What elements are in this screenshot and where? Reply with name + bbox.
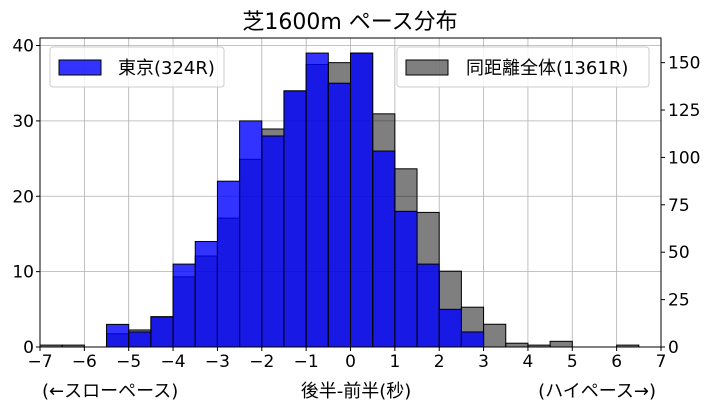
x-tick-label: −3 xyxy=(205,352,230,372)
y-right-tick-label: 125 xyxy=(668,101,700,121)
legend-right-box xyxy=(396,46,650,88)
x-tick-label: 5 xyxy=(567,352,578,372)
y-left-tick-label: 20 xyxy=(12,187,34,207)
x-tick-label: 1 xyxy=(389,352,400,372)
y-left-tick-label: 30 xyxy=(12,112,34,132)
y-right-tick-label: 50 xyxy=(668,243,690,263)
y-right-tick-label: 150 xyxy=(668,54,700,74)
histogram-bar xyxy=(172,263,196,348)
y-right-tick-label: 25 xyxy=(668,291,690,311)
histogram-bar xyxy=(460,331,485,348)
x-tick-label: −5 xyxy=(116,352,141,372)
x-tick-label: 6 xyxy=(611,352,622,372)
histogram-bar xyxy=(305,52,329,348)
x-tick-label: −6 xyxy=(72,352,97,372)
y-left-tick-label: 40 xyxy=(12,37,34,57)
histogram-bar xyxy=(261,135,285,348)
x-tick-labels: −7 −6 −5 −4 −3 −2 −1 0 1 2 3 4 5 6 7 xyxy=(27,347,666,372)
x-tick-label: 7 xyxy=(656,352,667,372)
y-right-tick-label: 75 xyxy=(668,196,690,216)
x-axis-label-right: (ハイペース→) xyxy=(538,381,656,402)
legend-left-box xyxy=(49,46,225,88)
histogram-bar xyxy=(483,323,507,348)
legend-left-swatch xyxy=(58,59,102,76)
histogram-bar xyxy=(394,210,418,348)
x-tick-label: 4 xyxy=(523,352,534,372)
x-tick-label: −4 xyxy=(161,352,186,372)
x-axis-label-left: (←スローペース) xyxy=(42,381,178,402)
y-left-tick-label: 0 xyxy=(23,338,34,358)
legend-right-label: 同距離全体(1361R) xyxy=(466,58,628,79)
x-tick-label: 2 xyxy=(434,352,445,372)
histogram-bar xyxy=(283,90,307,348)
histogram-bar xyxy=(505,342,529,348)
legend-left-label: 東京(324R) xyxy=(118,58,215,79)
y-right-tick-labels: 0 25 50 75 100 125 150 xyxy=(661,54,700,358)
y-left-tick-labels: 0 10 20 30 40 xyxy=(12,37,40,358)
histogram-bar xyxy=(194,240,218,348)
histogram-bar xyxy=(372,150,396,348)
y-right-tick-label: 100 xyxy=(668,148,700,168)
histogram-bar xyxy=(416,263,440,348)
bars-tokyo-series xyxy=(106,52,485,348)
legend-right: 同距離全体(1361R) xyxy=(396,46,650,88)
x-tick-label: 3 xyxy=(478,352,489,372)
x-tick-label: −1 xyxy=(294,352,319,372)
chart-title: 芝1600m ペース分布 xyxy=(242,10,457,35)
histogram-bar xyxy=(128,331,152,348)
histogram-bar xyxy=(106,323,130,348)
x-tick-label: −2 xyxy=(249,352,274,372)
histogram-bar xyxy=(549,340,573,348)
x-axis-label: 後半-前半(秒) xyxy=(301,381,412,402)
histogram-bar xyxy=(239,120,263,348)
histogram-bar xyxy=(216,180,241,348)
histogram-bar xyxy=(438,308,462,348)
legend-right-swatch xyxy=(405,59,449,76)
histogram-bar xyxy=(150,316,174,348)
legend-left: 東京(324R) xyxy=(49,46,225,88)
x-tick-label: −7 xyxy=(27,352,52,372)
histogram-bar xyxy=(327,82,352,348)
y-right-tick-label: 0 xyxy=(668,338,679,358)
y-left-tick-label: 10 xyxy=(12,263,34,283)
histogram-bar xyxy=(350,52,374,348)
x-tick-label: 0 xyxy=(345,352,356,372)
